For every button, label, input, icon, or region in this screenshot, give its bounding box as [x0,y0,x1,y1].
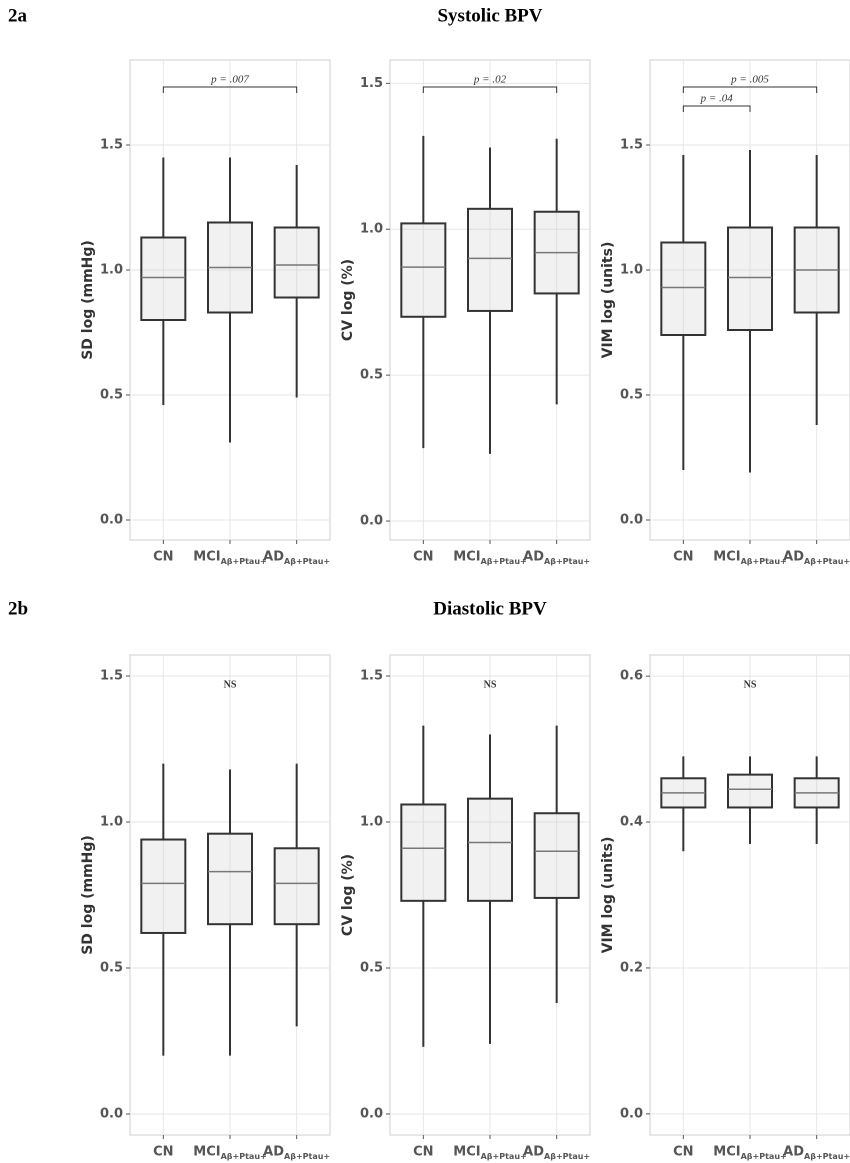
box [207,832,253,926]
x-tick-label: CN [153,550,173,565]
box [273,226,320,299]
x-tick-subscript: Aβ+Ptau+ [804,557,850,566]
box [400,222,447,318]
x-tick-subscript: Aβ+Ptau+ [221,1152,267,1161]
y-tick-label: 1.5 [100,138,123,153]
x-tick-subscript: Aβ+Ptau+ [284,557,330,566]
x-tick-subscript: Aβ+Ptau+ [804,1152,850,1161]
y-axis-label: CV log (%) [340,854,356,936]
y-tick-label: 0.4 [620,815,643,830]
annotation: NS [744,679,757,690]
y-tick-label: 1.0 [100,263,123,278]
x-tick-label: MCIAβ+Ptau+ [453,1145,526,1161]
y-tick-label: 0.5 [620,388,643,403]
y-tick-label: 0.5 [100,388,123,403]
x-tick-subscript: Aβ+Ptau+ [284,1152,330,1161]
box [533,812,580,899]
section-label: 2a [8,5,28,26]
box [467,797,513,902]
x-tick-subscript: Aβ+Ptau+ [741,557,787,566]
x-tick-label: ADAβ+Ptau+ [263,550,330,566]
y-tick-label: 1.0 [620,263,643,278]
y-tick-label: 0.5 [360,960,383,975]
y-tick-label: 1.5 [360,76,383,91]
x-tick-label: CN [413,1145,433,1160]
x-tick-subscript: Aβ+Ptau+ [741,1152,787,1161]
y-tick-label: 0.0 [620,513,643,528]
section-title: Systolic BPV [437,5,542,26]
y-tick-label: 0.5 [360,368,383,383]
x-tick-subscript: Aβ+Ptau+ [544,557,590,566]
x-tick-label: MCIAβ+Ptau+ [193,550,266,566]
box [467,207,513,312]
y-axis-label: SD log (mmHg) [80,240,96,360]
significance-label: p = .007 [210,74,249,86]
y-tick-label: 0.0 [100,513,123,528]
box [727,226,773,331]
x-tick-label: CN [413,550,433,565]
x-tick-label: CN [673,1145,693,1160]
y-axis-label: CV log (%) [340,259,356,341]
significance-bracket [162,86,298,93]
box [140,236,187,321]
y-tick-label: 0.0 [620,1106,643,1121]
y-tick-label: 1.5 [100,669,123,684]
y-tick-label: 1.0 [360,222,383,237]
annotation: NS [484,679,497,690]
x-tick-label: ADAβ+Ptau+ [523,550,590,566]
significance-label: p = .02 [473,74,507,86]
x-tick-subscript: Aβ+Ptau+ [544,1152,590,1161]
x-tick-label: CN [153,1145,173,1160]
box [273,847,320,926]
y-axis-label: VIM log (units) [600,837,616,954]
y-tick-label: 0.0 [360,1106,383,1121]
box [727,773,773,809]
x-tick-label: CN [673,550,693,565]
x-tick-label: ADAβ+Ptau+ [263,1145,330,1161]
x-tick-label: MCIAβ+Ptau+ [713,1145,786,1161]
section-title: Diastolic BPV [433,598,547,619]
y-tick-label: 1.0 [100,815,123,830]
significance-bracket [682,86,818,93]
y-tick-label: 0.6 [620,669,643,684]
annotation: NS [224,679,237,690]
y-axis-label: VIM log (units) [600,242,616,359]
significance-label: p = .04 [700,93,734,105]
section-label: 2b [8,598,28,619]
x-tick-label: MCIAβ+Ptau+ [193,1145,266,1161]
y-tick-label: 0.5 [100,960,123,975]
significance-label: p = .005 [730,74,769,86]
x-tick-label: MCIAβ+Ptau+ [453,550,526,566]
x-tick-subscript: Aβ+Ptau+ [221,557,267,566]
significance-bracket [682,105,751,112]
y-tick-label: 1.5 [620,138,643,153]
x-tick-label: MCIAβ+Ptau+ [713,550,786,566]
x-tick-subscript: Aβ+Ptau+ [481,557,527,566]
x-tick-subscript: Aβ+Ptau+ [481,1152,527,1161]
y-tick-label: 0.0 [360,514,383,529]
y-axis-label: SD log (mmHg) [80,835,96,955]
box [400,803,447,902]
x-tick-label: ADAβ+Ptau+ [783,1145,850,1161]
y-tick-label: 0.2 [620,960,643,975]
significance-bracket [422,86,558,93]
x-tick-label: ADAβ+Ptau+ [783,550,850,566]
y-tick-label: 1.0 [360,815,383,830]
y-tick-label: 0.0 [100,1106,123,1121]
box [660,241,707,336]
x-tick-label: ADAβ+Ptau+ [523,1145,590,1161]
box [140,838,187,934]
y-tick-label: 1.5 [360,669,383,684]
